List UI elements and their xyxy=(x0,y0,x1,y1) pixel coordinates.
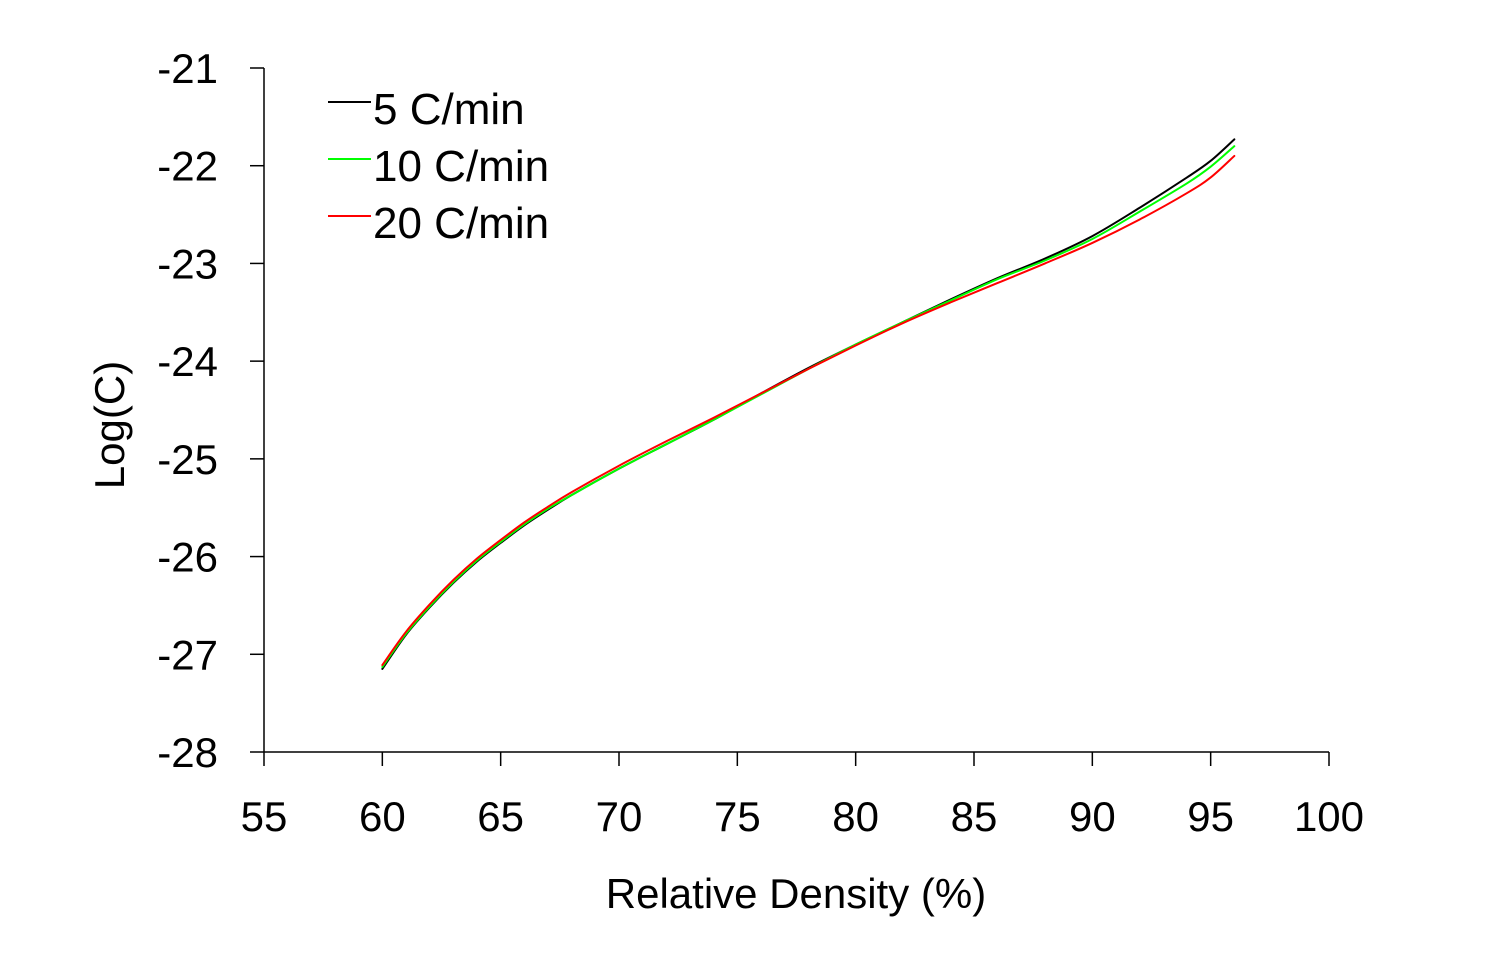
y-tick-label: -26 xyxy=(157,534,218,581)
x-tick-label: 90 xyxy=(1069,793,1116,840)
y-tick-label: -22 xyxy=(157,143,218,190)
y-tick-label: -24 xyxy=(157,338,218,385)
y-tick-label: -21 xyxy=(157,45,218,92)
y-axis-title: Log(C) xyxy=(86,361,133,489)
x-axis-title: Relative Density (%) xyxy=(606,870,986,917)
x-tick-label: 80 xyxy=(832,793,879,840)
x-tick-label: 85 xyxy=(951,793,998,840)
x-tick-label: 75 xyxy=(714,793,761,840)
x-tick-label: 100 xyxy=(1294,793,1364,840)
x-tick-label: 70 xyxy=(596,793,643,840)
y-tick-label: -23 xyxy=(157,240,218,287)
series-line-3 xyxy=(381,154,1236,667)
legend-label: 5 C/min xyxy=(373,85,525,134)
legend: 5 C/min 10 C/min 20 C/min xyxy=(328,85,549,248)
axes: -21 -22 -23 -24 -25 -26 -27 -28 55 60 65 70 75 80 85 90… xyxy=(157,45,1364,840)
legend-label: 10 C/min xyxy=(373,142,549,191)
legend-label: 20 C/min xyxy=(373,199,549,248)
x-tick-label: 95 xyxy=(1187,793,1234,840)
series-line-2 xyxy=(381,145,1236,668)
x-tick-label: 65 xyxy=(477,793,524,840)
y-tick-label: -28 xyxy=(157,729,218,776)
x-tick-label: 60 xyxy=(359,793,406,840)
y-tick-label: -27 xyxy=(157,631,218,678)
y-tick-label: -25 xyxy=(157,436,218,483)
x-tick-label: 55 xyxy=(241,793,288,840)
series-layer xyxy=(381,138,1236,670)
